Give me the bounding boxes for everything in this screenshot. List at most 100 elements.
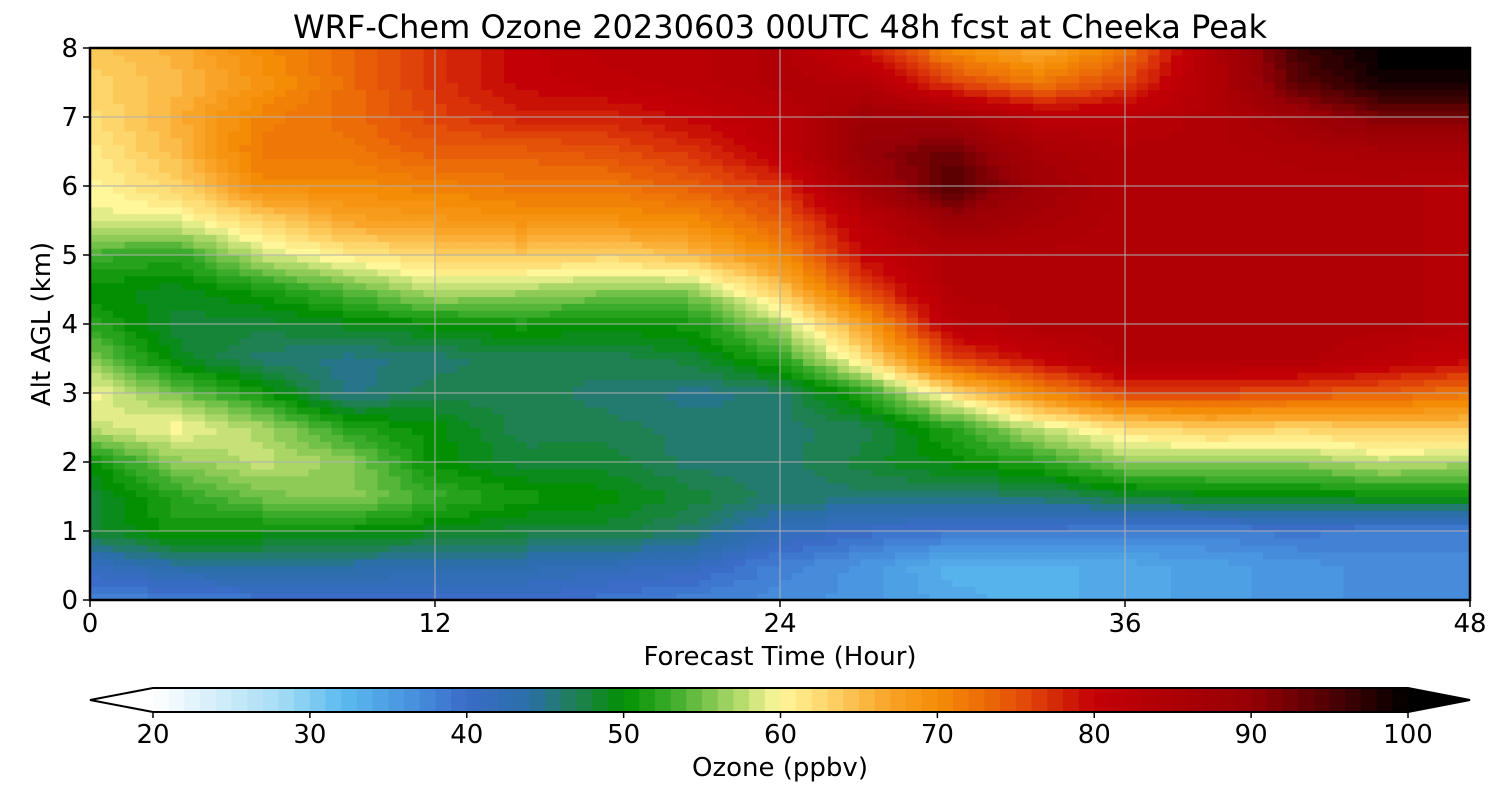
- field-cell: [1010, 379, 1023, 387]
- field-cell: [297, 324, 310, 332]
- field-cell: [1424, 531, 1437, 539]
- field-cell: [423, 503, 436, 511]
- field-cell: [1056, 551, 1069, 560]
- field-cell: [1033, 413, 1046, 422]
- field-cell: [699, 434, 712, 442]
- field-cell: [987, 317, 1000, 325]
- field-cell: [1217, 448, 1230, 456]
- field-cell: [1424, 544, 1437, 553]
- field-cell: [492, 358, 505, 366]
- field-cell: [964, 379, 977, 387]
- field-cell: [1378, 593, 1391, 601]
- field-cell: [504, 558, 517, 567]
- field-cell: [630, 468, 643, 477]
- field-cell: [1148, 579, 1161, 587]
- field-cell: [239, 496, 252, 504]
- field-cell: [826, 372, 839, 380]
- field-cell: [849, 393, 862, 401]
- field-cell: [791, 510, 804, 518]
- field-cell: [826, 565, 839, 573]
- field-cell: [377, 379, 390, 387]
- field-cell: [768, 572, 781, 580]
- field-cell: [216, 572, 229, 580]
- field-cell: [1458, 524, 1471, 532]
- field-cell: [320, 337, 333, 346]
- field-cell: [688, 482, 701, 491]
- field-cell: [1343, 496, 1356, 504]
- field-cell: [354, 420, 367, 429]
- field-cell: [872, 489, 885, 498]
- field-cell: [665, 565, 678, 573]
- field-cell: [389, 579, 402, 587]
- field-cell: [596, 572, 609, 580]
- field-cell: [803, 324, 816, 332]
- field-cell: [757, 496, 770, 504]
- field-cell: [837, 372, 850, 380]
- field-cell: [1309, 324, 1322, 332]
- field-cell: [1366, 427, 1379, 435]
- field-cell: [1067, 324, 1080, 332]
- field-cell: [826, 558, 839, 567]
- field-cell: [826, 524, 839, 532]
- field-cell: [722, 510, 735, 518]
- field-cell: [170, 496, 183, 504]
- field-cell: [354, 330, 367, 339]
- field-cell: [883, 393, 896, 401]
- field-cell: [1389, 365, 1402, 373]
- field-cell: [791, 593, 804, 601]
- field-cell: [906, 413, 919, 422]
- field-cell: [377, 544, 390, 553]
- field-cell: [182, 372, 195, 380]
- field-cell: [653, 579, 666, 587]
- field-cell: [1079, 572, 1092, 580]
- field-cell: [895, 372, 908, 380]
- field-cell: [1171, 399, 1184, 408]
- field-cell: [872, 434, 885, 442]
- field-cell: [389, 420, 402, 429]
- field-cell: [1217, 579, 1230, 587]
- field-cell: [1389, 496, 1402, 504]
- field-cell: [1136, 565, 1149, 573]
- field-cell: [377, 448, 390, 456]
- field-cell: [803, 372, 816, 380]
- field-cell: [170, 413, 183, 422]
- field-cell: [412, 379, 425, 387]
- field-cell: [734, 427, 747, 435]
- field-cell: [136, 372, 149, 380]
- field-cell: [952, 531, 965, 539]
- field-cell: [377, 386, 390, 394]
- field-cell: [446, 517, 459, 525]
- field-cell: [964, 337, 977, 346]
- field-cell: [1424, 406, 1437, 415]
- field-cell: [1458, 406, 1471, 415]
- field-cell: [1090, 413, 1103, 422]
- field-cell: [711, 510, 724, 518]
- field-cell: [90, 572, 103, 580]
- field-cell: [1079, 344, 1092, 353]
- field-cell: [964, 365, 977, 373]
- field-cell: [768, 579, 781, 587]
- field-cell: [1182, 551, 1195, 560]
- field-cell: [1205, 441, 1218, 449]
- field-cell: [987, 537, 1000, 546]
- field-cell: [1401, 455, 1414, 463]
- field-cell: [1194, 441, 1207, 449]
- field-cell: [90, 489, 103, 498]
- field-cell: [1090, 344, 1103, 353]
- field-cell: [274, 344, 287, 353]
- field-cell: [653, 351, 666, 360]
- field-cell: [1424, 365, 1437, 373]
- field-cell: [538, 393, 551, 401]
- field-cell: [481, 455, 494, 463]
- field-cell: [722, 399, 735, 408]
- field-cell: [1389, 358, 1402, 366]
- field-cell: [515, 441, 528, 449]
- field-cell: [1148, 386, 1161, 394]
- field-cell: [814, 358, 827, 366]
- field-cell: [550, 310, 563, 318]
- field-cell: [435, 324, 448, 332]
- field-cell: [837, 503, 850, 511]
- field-cell: [504, 324, 517, 332]
- field-cell: [1297, 503, 1310, 511]
- field-cell: [400, 468, 413, 477]
